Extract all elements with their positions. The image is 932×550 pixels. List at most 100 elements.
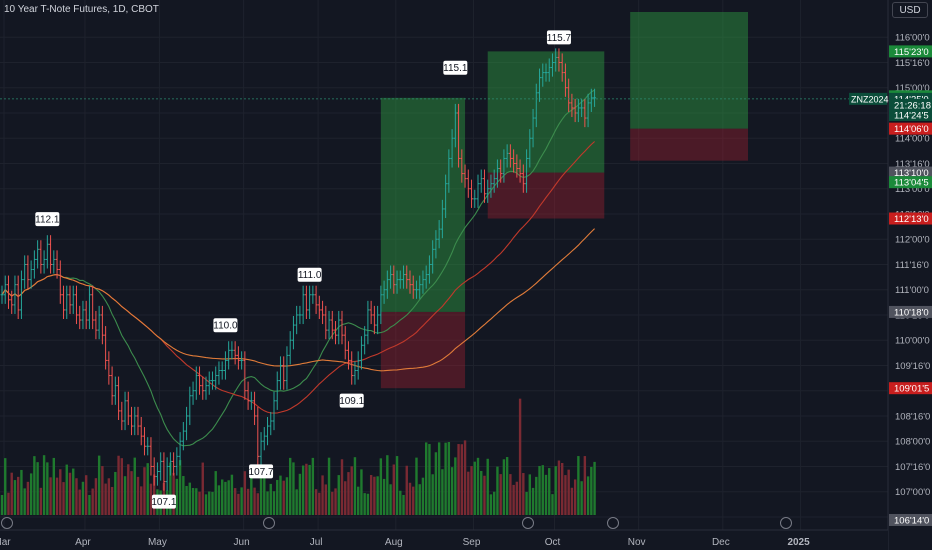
volume-bar (467, 471, 470, 515)
price-bar (39, 240, 43, 274)
volume-bar (104, 483, 107, 515)
price-bar (71, 285, 75, 314)
volume-bar (204, 494, 208, 515)
volume-bar (7, 492, 10, 515)
volume-layer (0, 398, 596, 515)
volume-bar (240, 487, 243, 515)
volume-bar (279, 475, 282, 515)
price-bar (175, 447, 179, 476)
volume-bar (450, 467, 454, 515)
pivot-label: 115.7 (547, 30, 572, 45)
volume-bar (447, 442, 451, 515)
price-bar (359, 336, 363, 370)
volume-bar (347, 472, 350, 515)
pivot-label: 112.1 (35, 212, 60, 227)
jump-icon[interactable] (780, 517, 792, 529)
price-bar (256, 406, 260, 466)
volume-bar (178, 460, 182, 515)
price-bar (450, 129, 454, 168)
jump-icon[interactable] (1, 517, 13, 529)
volume-bar (395, 456, 399, 515)
price-bar (117, 376, 121, 420)
jump-icon[interactable] (522, 517, 534, 529)
volume-bar (230, 474, 234, 515)
volume-bar (301, 465, 305, 515)
volume-bar (62, 482, 65, 515)
volume-bar (68, 472, 72, 515)
price-bar (136, 406, 140, 436)
price-bar (291, 315, 295, 350)
volume-bar (136, 476, 140, 515)
price-bar (282, 356, 286, 390)
price-bar (246, 381, 250, 410)
volume-bar (75, 478, 78, 515)
volume-bar (337, 475, 340, 515)
volume-bar (580, 481, 583, 515)
currency-button[interactable]: USD (892, 2, 928, 18)
volume-bar (489, 494, 493, 515)
volume-bar (13, 480, 17, 515)
volume-bar (583, 456, 587, 515)
volume-bar (16, 476, 20, 515)
pivot-label-text: 111.0 (298, 270, 322, 281)
price-bar (55, 250, 59, 279)
volume-bar (295, 489, 298, 515)
volume-bar (424, 442, 428, 515)
price-bar (23, 255, 27, 289)
volume-bar (91, 488, 94, 515)
volume-bar (392, 464, 396, 515)
pivot-label: 111.0 (297, 267, 322, 282)
volume-bar (305, 463, 308, 515)
volume-bar (590, 466, 593, 515)
price-bar (560, 53, 564, 82)
volume-bar (110, 486, 114, 515)
price-bar (538, 68, 542, 102)
time-tick-label: Apr (75, 537, 91, 548)
price-bar (576, 98, 580, 123)
volume-bar (331, 491, 334, 515)
price-label-text: 114'06'0 (894, 124, 929, 135)
price-bar (123, 391, 127, 431)
volume-bar (214, 471, 217, 515)
price-bar (343, 326, 347, 360)
price-label-text: 21:26:18 (894, 100, 931, 111)
volume-bar (211, 491, 214, 515)
volume-bar (457, 444, 460, 515)
volume-bar (256, 493, 260, 515)
jump-icon[interactable] (607, 517, 619, 529)
volume-bar (441, 469, 444, 515)
time-tick-label: Dec (712, 537, 730, 548)
price-bar (181, 422, 185, 451)
pivot-label: 109.1 (339, 393, 365, 408)
volume-bar (405, 465, 408, 515)
price-bar (444, 174, 448, 219)
position-profit-zone (630, 12, 748, 129)
volume-bar (379, 458, 383, 515)
price-bar (45, 235, 49, 269)
volume-bar (29, 473, 33, 515)
price-bar (521, 164, 525, 193)
volume-bar (577, 456, 580, 515)
price-bar (479, 169, 483, 193)
volume-bar (97, 455, 101, 515)
price-bar (363, 326, 367, 355)
price-tick-label: 111'00'0 (895, 285, 929, 296)
price-bar (58, 260, 62, 304)
volume-bar (535, 476, 538, 515)
jump-icon[interactable] (263, 517, 275, 529)
price-bar (29, 260, 33, 289)
price-bar (217, 361, 221, 385)
volume-bar (324, 484, 328, 515)
price-label-text: 113'10'0 (894, 168, 929, 179)
volume-bar (573, 479, 577, 515)
price-bar (327, 310, 331, 340)
price-tick-label: 115'00'0 (895, 83, 930, 94)
volume-bar (369, 475, 373, 515)
price-bar (554, 48, 558, 72)
price-bar (376, 305, 380, 335)
price-bar (126, 391, 130, 426)
volume-bar (525, 491, 528, 515)
volume-bar (308, 464, 311, 515)
volume-bar (505, 457, 509, 515)
